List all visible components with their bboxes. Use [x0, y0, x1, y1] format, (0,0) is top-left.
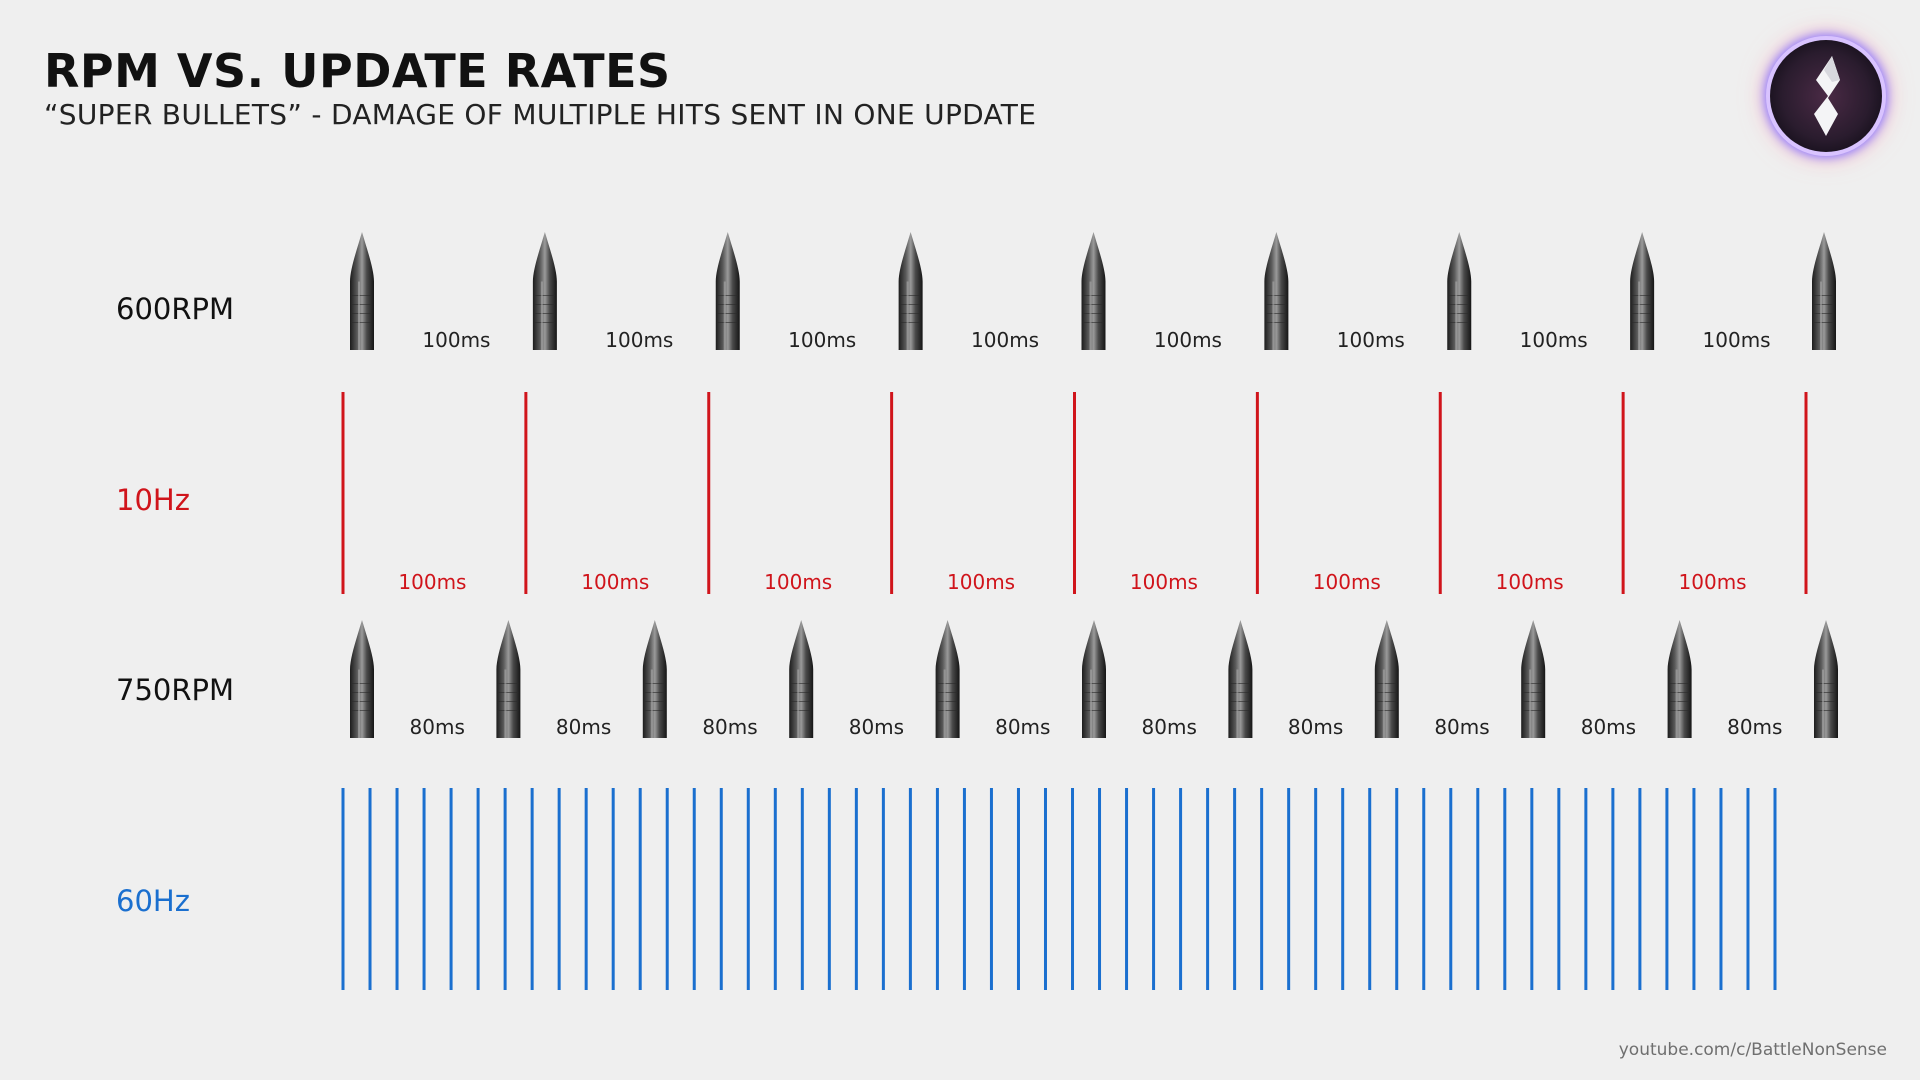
bullet-600rpm-1: [532, 232, 557, 350]
bullet-600rpm-3: [898, 232, 923, 350]
page-subtitle: “SUPER BULLETS” - DAMAGE OF MULTIPLE HIT…: [44, 98, 1037, 131]
interval-label-750rpm: 80ms: [1288, 715, 1343, 739]
bullet-600rpm-2: [715, 232, 740, 350]
interval-label-10hz: 100ms: [1679, 570, 1747, 594]
interval-label-10hz: 100ms: [1130, 570, 1198, 594]
bullet-600rpm-8: [1812, 232, 1836, 350]
row-label-60hz: 60Hz: [116, 884, 190, 918]
interval-label-600rpm: 100ms: [1337, 328, 1405, 352]
interval-label-750rpm: 80ms: [1434, 715, 1489, 739]
bullet-750rpm-9: [1667, 620, 1692, 738]
bullet-750rpm-0: [350, 620, 374, 738]
interval-label-600rpm: 100ms: [1154, 328, 1222, 352]
interval-label-600rpm: 100ms: [422, 328, 490, 352]
interval-label-10hz: 100ms: [581, 570, 649, 594]
bullet-750rpm-5: [1082, 620, 1106, 738]
page-title: RPM VS. UPDATE RATES: [44, 44, 671, 98]
interval-label-750rpm: 80ms: [995, 715, 1050, 739]
bullet-750rpm-10: [1814, 620, 1838, 738]
bullet-600rpm-0: [350, 232, 374, 350]
interval-label-600rpm: 100ms: [1520, 328, 1588, 352]
interval-label-600rpm: 100ms: [605, 328, 673, 352]
interval-label-10hz: 100ms: [764, 570, 832, 594]
bullet-600rpm-5: [1264, 232, 1289, 350]
interval-label-750rpm: 80ms: [410, 715, 465, 739]
interval-label-600rpm: 100ms: [1703, 328, 1771, 352]
row-label-600rpm: 600RPM: [116, 292, 235, 326]
interval-label-750rpm: 80ms: [1142, 715, 1197, 739]
interval-label-10hz: 100ms: [398, 570, 466, 594]
bullet-600rpm-7: [1630, 232, 1655, 350]
interval-label-750rpm: 80ms: [702, 715, 757, 739]
row-label-10hz: 10Hz: [116, 483, 190, 517]
bullet-750rpm-1: [496, 620, 521, 738]
bullet-600rpm-6: [1447, 232, 1472, 350]
bullet-750rpm-2: [642, 620, 667, 738]
interval-label-10hz: 100ms: [1496, 570, 1564, 594]
interval-label-10hz: 100ms: [947, 570, 1015, 594]
interval-label-600rpm: 100ms: [788, 328, 856, 352]
interval-label-750rpm: 80ms: [556, 715, 611, 739]
bullet-750rpm-8: [1521, 620, 1546, 738]
bullet-600rpm-4: [1081, 232, 1106, 350]
row-label-750rpm: 750RPM: [116, 673, 235, 707]
channel-url: youtube.com/c/BattleNonSense: [1618, 1040, 1887, 1060]
interval-label-750rpm: 80ms: [849, 715, 904, 739]
interval-label-10hz: 100ms: [1313, 570, 1381, 594]
s-logo-icon: [1770, 40, 1882, 152]
bullet-750rpm-4: [935, 620, 960, 738]
bullet-750rpm-3: [789, 620, 814, 738]
interval-label-600rpm: 100ms: [971, 328, 1039, 352]
bullet-750rpm-7: [1374, 620, 1399, 738]
interval-label-750rpm: 80ms: [1581, 715, 1636, 739]
interval-label-750rpm: 80ms: [1727, 715, 1782, 739]
bullet-750rpm-6: [1228, 620, 1253, 738]
